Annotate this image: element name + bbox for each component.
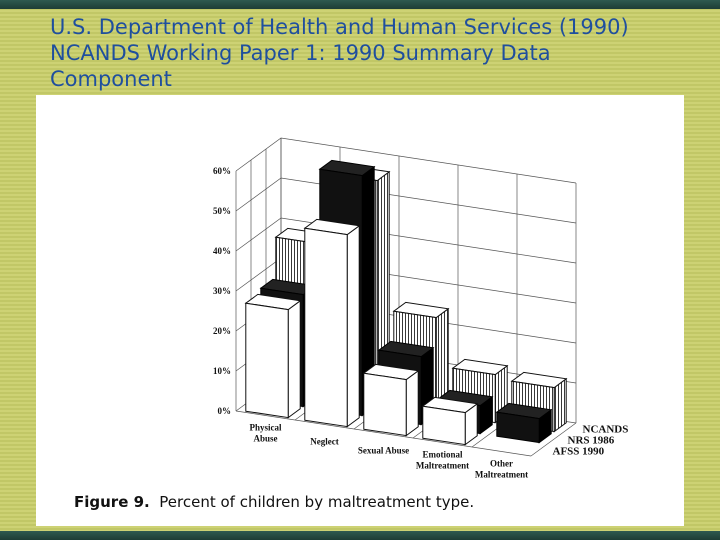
- category-label: Physical Abuse: [249, 423, 282, 444]
- bar-afss-1990-3: [421, 396, 479, 446]
- caption-label: Figure 9.: [74, 493, 150, 511]
- gridline-h: [235, 137, 577, 184]
- bar-afss-1990-2: [362, 363, 420, 437]
- figure-panel: 0% 10% 20% 30% 40% 50% 60% Physical Abuse Neglec…: [36, 95, 684, 526]
- y-tick-label: 20%: [213, 326, 231, 336]
- y-tick-label: 40%: [213, 246, 231, 256]
- floor-edge: [235, 410, 532, 457]
- bar-afss-1990-1: [303, 218, 361, 428]
- category-label: Sexual Abuse: [358, 446, 409, 456]
- series-label: NCANDS: [583, 424, 629, 436]
- figure-caption: Figure 9. Percent of children by maltrea…: [74, 493, 474, 511]
- bottom-band: [0, 531, 720, 540]
- y-tick-label: 10%: [213, 366, 231, 376]
- series-label: AFSS 1990: [553, 446, 605, 458]
- gridline-h: [235, 177, 577, 224]
- y-tick-label: 50%: [213, 206, 231, 216]
- category-label: Other Maltreatment: [475, 459, 528, 480]
- y-tick-label: 0%: [218, 406, 232, 416]
- chart-3d-bars: 0% 10% 20% 30% 40% 50% 60% Physical Abuse Neglec…: [213, 137, 629, 480]
- top-band: [0, 0, 720, 9]
- slide-title: U.S. Department of Health and Human Serv…: [50, 14, 690, 92]
- title-line-3: Component: [50, 67, 172, 91]
- bar-afss-1990-0: [244, 293, 302, 419]
- series-label: NRS 1986: [568, 435, 615, 447]
- category-label: Emotional Maltreatment: [416, 450, 469, 471]
- bar-nrs-1986-4: [495, 402, 553, 444]
- y-tick-label: 30%: [213, 286, 231, 296]
- category-label: Neglect: [310, 437, 338, 447]
- y-tick-label: 60%: [213, 166, 231, 176]
- floor-edge: [530, 422, 577, 457]
- title-line-2: NCANDS Working Paper 1: 1990 Summary Dat…: [50, 41, 551, 65]
- title-line-1: U.S. Department of Health and Human Serv…: [50, 15, 629, 39]
- caption-text: Percent of children by maltreatment type…: [159, 493, 475, 511]
